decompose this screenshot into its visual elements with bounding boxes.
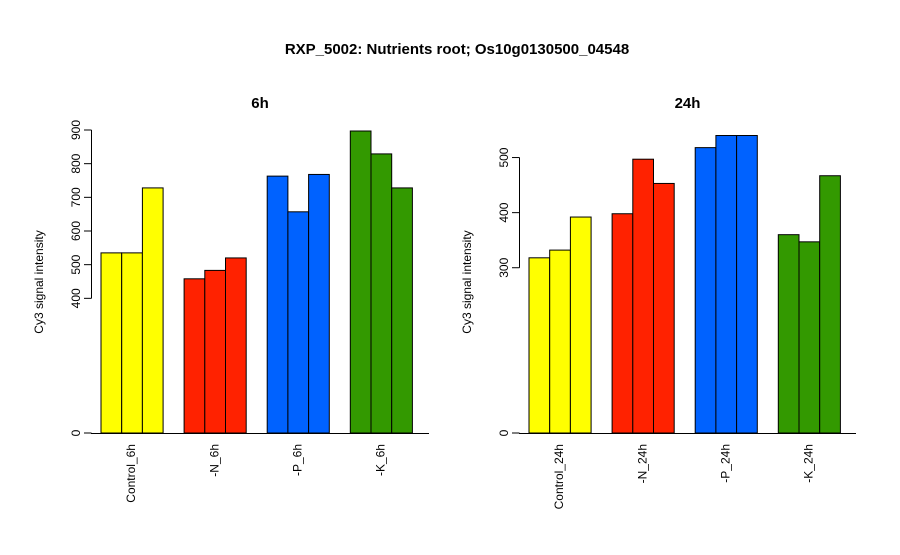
y-axis-label: Cy3 signal intensity (460, 230, 474, 333)
x-category-label: -K_24h (802, 444, 816, 483)
bar-Control_24h-1 (528, 257, 551, 434)
panel-title: 24h (675, 95, 701, 112)
bar--K_6h-3 (391, 187, 413, 434)
bar-Control_24h-2 (549, 249, 571, 434)
y-tick-label: 800 (69, 153, 83, 173)
bar--N_24h-1 (611, 213, 634, 434)
bar--P_24h-2 (715, 135, 738, 434)
bar--P_24h-3 (736, 135, 758, 434)
y-tick-label: 0 (497, 429, 511, 436)
x-category-label: Control_6h (124, 444, 138, 503)
x-category-label: -N_6h (207, 444, 221, 477)
panel-title: 6h (251, 95, 269, 112)
y-tick-label: 0 (69, 429, 83, 436)
y-tick-label: 600 (69, 221, 83, 241)
bar--N_24h-3 (653, 182, 675, 434)
x-category-label: -K_6h (374, 444, 388, 476)
bar--P_6h-2 (287, 211, 310, 434)
bar--P_24h-1 (694, 147, 717, 434)
bar--N_6h-3 (225, 257, 247, 434)
y-axis-label: Cy3 signal intensity (32, 230, 46, 333)
x-category-label: Control_24h (552, 444, 566, 509)
bar--N_6h-2 (204, 269, 227, 434)
y-tick-label: 500 (497, 147, 511, 167)
y-tick-label: 900 (69, 120, 83, 140)
bar-Control_24h-3 (569, 216, 592, 434)
y-tick-label: 700 (69, 187, 83, 207)
x-category-label: -N_24h (635, 444, 649, 483)
bar--P_6h-3 (308, 173, 330, 434)
x-category-label: -P_24h (718, 444, 732, 483)
bar--N_24h-2 (632, 158, 654, 434)
panel-0: 6h 0 400 500 600 700 800 900 Cy3 signal intensit… (32, 95, 429, 503)
bar--K_6h-1 (349, 130, 372, 434)
y-tick-label: 500 (69, 254, 83, 274)
bar-Control_6h-2 (121, 252, 143, 434)
y-tick-label: 300 (497, 257, 511, 277)
bar--K_24h-3 (819, 175, 841, 434)
chart-title: RXP_5002: Nutrients root; Os10g0130500_0… (285, 41, 629, 58)
y-tick-label: 400 (69, 288, 83, 308)
bar-Control_6h-1 (100, 252, 123, 434)
bar--K_24h-2 (798, 241, 821, 434)
panel-1: 24h 0 300 400 500 Cy3 signal intensity Control… (460, 95, 856, 509)
y-tick-label: 400 (497, 202, 511, 222)
bar--P_6h-1 (266, 175, 289, 434)
bar-Control_6h-3 (141, 187, 164, 434)
bar--N_6h-1 (183, 278, 206, 434)
bar--K_24h-1 (777, 234, 800, 434)
bar--K_6h-2 (370, 153, 393, 434)
x-category-label: -P_6h (290, 444, 304, 476)
